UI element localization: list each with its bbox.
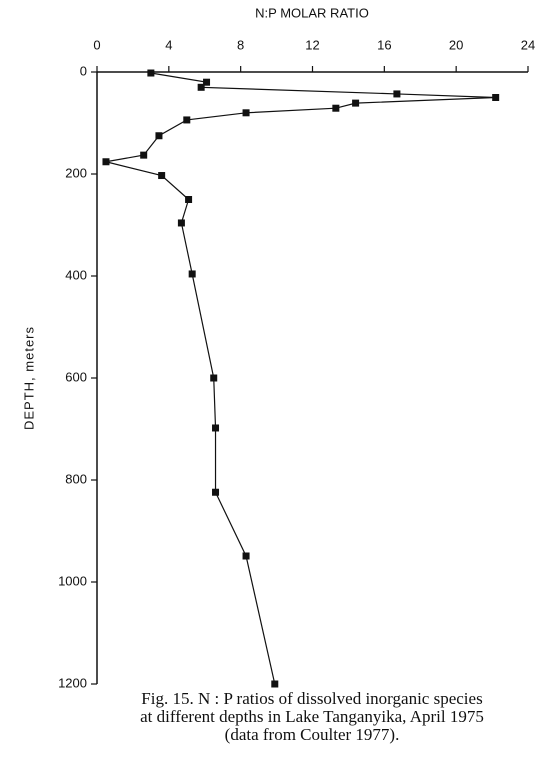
data-point <box>212 488 220 496</box>
x-axis-label: N:P MOLAR RATIO <box>255 5 369 20</box>
data-point <box>183 116 191 124</box>
data-point <box>242 109 250 117</box>
y-tick-label: 0 <box>80 63 87 78</box>
profile-line <box>105 72 496 685</box>
caption-line: (data from Coulter 1977). <box>225 725 400 744</box>
data-point <box>155 132 163 140</box>
data-point <box>158 172 166 180</box>
data-point <box>271 680 279 688</box>
data-point <box>210 374 218 382</box>
data-point <box>352 99 360 107</box>
x-tick-label: 24 <box>521 37 535 52</box>
x-tick-label: 16 <box>377 37 391 52</box>
data-point <box>102 158 110 166</box>
x-tick-label: 4 <box>165 37 172 52</box>
data-point <box>332 104 340 112</box>
data-point <box>177 219 185 227</box>
data-point <box>212 424 220 432</box>
y-tick-label: 1000 <box>58 573 87 588</box>
data-point <box>188 270 196 278</box>
y-tick-label: 400 <box>65 267 87 282</box>
data-point <box>147 69 155 77</box>
caption-line: at different depths in Lake Tanganyika, … <box>140 707 484 726</box>
y-tick-label: 200 <box>65 165 87 180</box>
data-point <box>203 78 211 86</box>
y-tick-label: 600 <box>65 369 87 384</box>
data-point <box>140 151 148 159</box>
x-tick-label: 8 <box>237 37 244 52</box>
y-tick-label: 800 <box>65 471 87 486</box>
y-axis-label: DEPTH, meters <box>21 326 36 430</box>
data-point <box>393 90 401 98</box>
caption-line: Fig. 15. N : P ratios of dissolved inorg… <box>141 689 482 708</box>
data-point <box>492 94 500 101</box>
x-tick-label: 0 <box>93 37 100 52</box>
x-tick-label: 12 <box>305 37 319 52</box>
y-tick-label: 1200 <box>58 675 87 690</box>
data-point <box>185 196 193 203</box>
x-tick-label: 20 <box>449 37 463 52</box>
data-point <box>197 83 205 91</box>
data-point <box>242 552 250 560</box>
